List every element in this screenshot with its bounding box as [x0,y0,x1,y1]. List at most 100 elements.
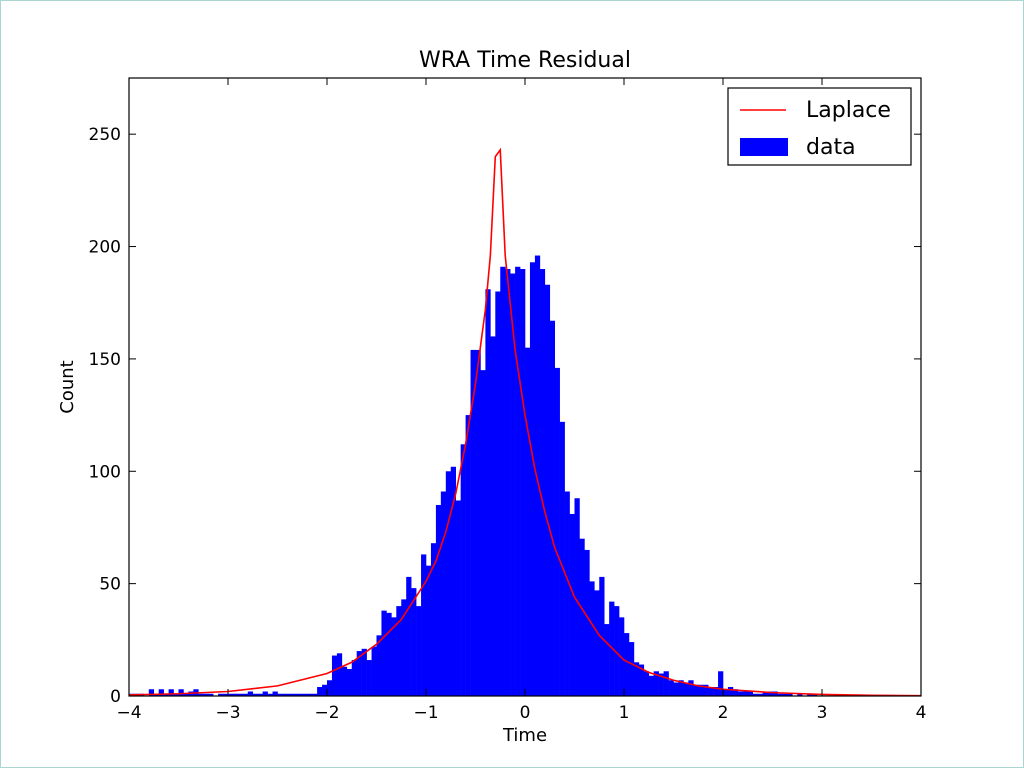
histogram-bar [450,466,456,696]
histogram-bar [435,504,442,696]
chart-title: WRA Time Residual [419,48,631,73]
histogram-bar [376,635,382,696]
histogram-bar [455,500,461,696]
histogram-bar [381,610,387,696]
histogram-bar [782,693,788,696]
histogram-bar [346,669,353,696]
histogram-bar [297,693,303,696]
histogram-bar [584,549,590,696]
histogram-bar [336,653,343,696]
histogram-bar [510,273,516,696]
histogram-bar [158,689,164,696]
histogram-bar [401,599,407,696]
histogram-bar [633,662,640,696]
histogram-bar [589,581,595,696]
histogram-bar [762,691,768,696]
histogram-bar [505,269,511,696]
histogram-bar [544,284,551,696]
histogram-bar [228,693,234,696]
histogram-bar [787,693,793,696]
x-tick-label: −4 [116,703,141,723]
histogram-bar [178,689,184,696]
histogram-bar [445,471,452,696]
x-tick-label: 2 [718,703,729,723]
histogram-bar [411,588,417,696]
histogram-bar [322,684,328,696]
y-tick-labels: 0 50 100 150 200 250 [89,125,121,707]
histogram-bar [683,682,689,696]
histogram-bar [658,673,664,696]
histogram-bar [198,693,204,696]
histogram-bar [371,646,377,696]
histogram-bar [327,680,333,696]
histogram-bar [594,590,600,696]
histogram-bar [678,680,684,696]
histogram-bar [614,606,620,696]
histogram-bar [356,651,362,696]
histogram-bar [183,693,189,696]
histogram-bar [718,671,724,696]
histogram-bar [247,691,254,696]
x-axis-label: Time [502,725,547,746]
histogram-bar [232,693,239,696]
histogram-bar [732,689,739,696]
histogram-bar [727,687,734,696]
histogram-bar [643,671,650,696]
histogram-bar [515,266,521,696]
histogram-bar [480,370,486,696]
histogram-bar [703,684,709,696]
histogram-bar [495,291,501,696]
histogram-bar [272,691,278,696]
histogram-bar [737,691,744,696]
histogram-bar [361,648,367,696]
axis-ticks [128,78,922,697]
histogram-bar [500,266,506,696]
y-axis-label: Count [57,360,78,413]
histogram-bar [673,682,679,696]
histogram-bar [638,664,645,696]
histogram-bar [277,693,283,696]
histogram-bar [752,693,758,696]
histogram-bar [163,693,169,696]
histogram-bar [520,269,526,696]
histogram-bar [426,565,432,696]
histogram-bar [267,693,273,696]
histogram-bar [470,349,476,696]
y-tick-label: 100 [89,462,121,482]
histogram-bar [693,684,699,696]
histogram-bar [475,349,481,696]
histogram-bar [307,693,313,696]
y-tick-label: 250 [89,125,121,145]
histogram-bar [317,687,323,696]
histogram-bar [386,612,392,696]
histogram-bar [292,693,298,696]
histogram-bar [391,617,397,696]
histogram-bar [599,576,605,696]
histogram-bar [485,289,491,696]
histogram-bar [262,691,268,696]
histogram-bar [529,262,536,696]
histogram-bar [257,693,263,696]
x-tick-label: 4 [916,703,927,723]
histogram-bar [574,498,580,696]
x-tick-label: 0 [520,703,531,723]
histogram-bar [490,336,496,696]
x-tick-label: −2 [314,703,339,723]
histogram-bar [757,693,763,696]
histogram-bar [203,693,209,696]
histogram-bar [282,693,288,696]
histogram-bar [302,693,308,696]
histogram-bar [688,680,694,696]
histogram-bar [465,415,471,696]
histogram-bar [628,642,635,696]
histogram-bar [777,693,783,696]
histogram-bar [237,693,244,696]
legend-data-label: data [806,135,856,160]
histogram-bar [331,655,338,696]
histogram-bar [460,444,466,696]
histogram-bar [396,606,402,696]
histogram-bar [406,576,412,696]
histogram-bar [807,693,813,696]
x-tick-labels: −4 −3 −2 −1 0 1 2 3 4 [116,703,926,723]
legend: Laplace data [727,87,912,166]
